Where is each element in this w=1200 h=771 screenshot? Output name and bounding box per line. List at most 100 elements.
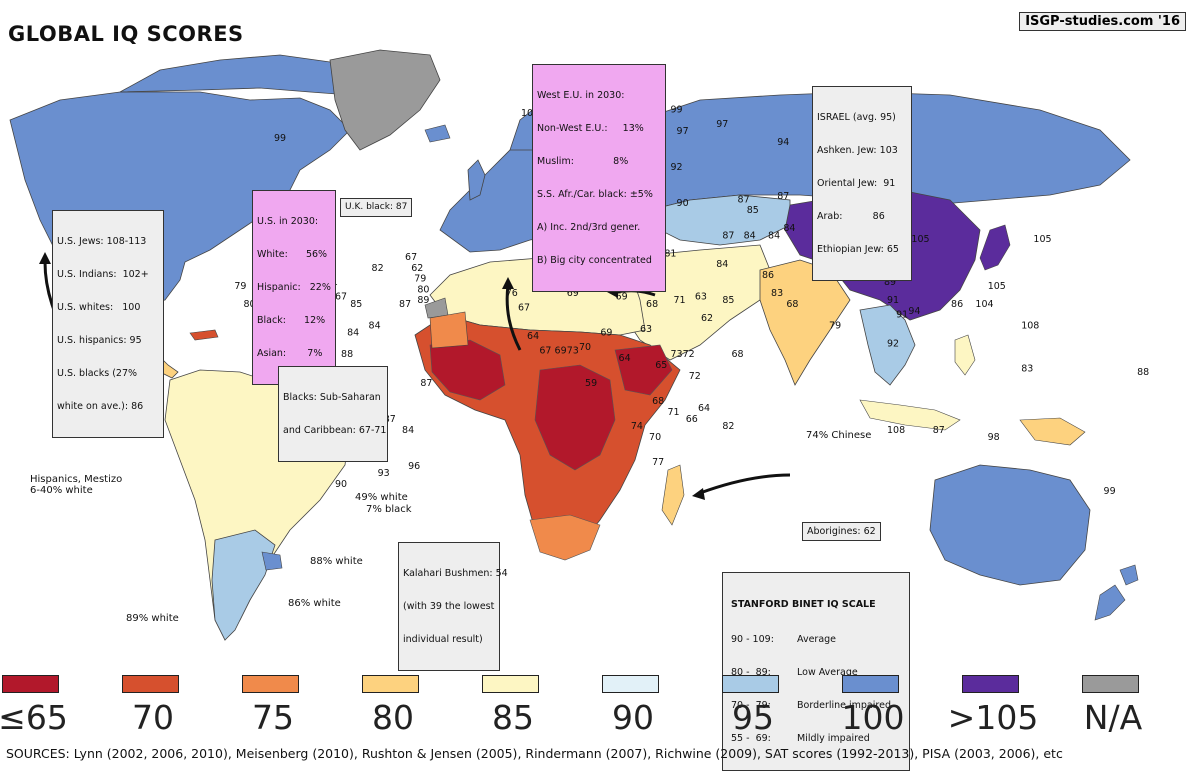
score-label: 73 bbox=[670, 349, 682, 360]
score-label: 69 bbox=[555, 346, 567, 357]
score-label: 101 bbox=[521, 108, 539, 119]
score-label: 71 bbox=[667, 407, 679, 418]
stanford-row: 90 - 109: Average bbox=[731, 634, 901, 645]
uk-black-box: U.K. black: 87 bbox=[340, 198, 413, 217]
legend-swatch bbox=[362, 675, 419, 693]
westeu-line: Non-West E.U.: 13% bbox=[537, 123, 644, 134]
legend-label: 70 bbox=[132, 698, 174, 737]
legend-label: 100 bbox=[841, 698, 905, 737]
arrowhead-madagascar bbox=[692, 488, 705, 500]
region-west-africa bbox=[429, 339, 506, 401]
region-australia bbox=[929, 464, 1091, 586]
legend-label: N/A bbox=[1083, 698, 1143, 737]
us-groups-box: U.S. Jews: 108-113 U.S. Indians: 102+ U.… bbox=[52, 210, 164, 438]
legend-swatch bbox=[2, 675, 59, 693]
us-2030-box: U.S. in 2030: White: 56% Hispanic: 22% B… bbox=[252, 190, 336, 385]
legend-swatch bbox=[242, 675, 299, 693]
score-label: 67 bbox=[518, 302, 530, 313]
region-horn-africa bbox=[614, 344, 673, 396]
region-indonesia bbox=[859, 399, 961, 431]
score-label: 96 bbox=[408, 461, 420, 472]
us2030-line: White: 56% bbox=[257, 249, 328, 260]
us-groups-line: U.S. Indians: 102+ bbox=[57, 269, 149, 280]
score-label: 89 bbox=[884, 277, 896, 288]
legend-swatch bbox=[602, 675, 659, 693]
us-groups-line: white on ave.): 86 bbox=[57, 401, 144, 412]
us2030-line: Hispanic: 22% bbox=[257, 282, 331, 293]
westeu-line: B) Big city concentrated bbox=[537, 255, 652, 266]
us-groups-line: U.S. hispanics: 95 bbox=[57, 335, 142, 346]
score-label: 79 bbox=[829, 320, 841, 331]
score-label: 64 bbox=[619, 353, 631, 364]
stanford-label: Mildly impaired bbox=[797, 733, 870, 744]
arrowhead-africa bbox=[502, 277, 514, 289]
score-label: 94 bbox=[777, 137, 789, 148]
score-label: 87 bbox=[384, 414, 396, 425]
score-label: 99 bbox=[670, 104, 682, 115]
stanford-row: 70 - 79: Borderline impaired bbox=[731, 700, 901, 711]
score-label: 81 bbox=[664, 248, 676, 259]
annotation-chinese-74: 74% Chinese bbox=[806, 430, 872, 441]
score-label: 69 bbox=[616, 292, 628, 303]
score-label: 72 bbox=[683, 349, 695, 360]
blacks-box: Blacks: Sub-Saharan and Caribbean: 67-71 bbox=[278, 366, 388, 462]
israel-line: Ashken. Jew: 103 bbox=[817, 145, 898, 156]
annotation-white-88: 88% white bbox=[310, 556, 363, 567]
stanford-row: 80 - 89: Low Average bbox=[731, 667, 901, 678]
legend-swatch bbox=[482, 675, 539, 693]
score-label: 91 bbox=[887, 295, 899, 306]
score-label: 108 bbox=[887, 425, 905, 436]
aborigines-box: Aborigines: 62 bbox=[802, 522, 881, 541]
us2030-line: U.S. in 2030: bbox=[257, 216, 319, 227]
region-uk bbox=[467, 159, 486, 201]
score-label: 80 bbox=[243, 299, 255, 310]
score-label: 89 bbox=[417, 295, 429, 306]
region-japan bbox=[979, 224, 1011, 271]
region-philippines bbox=[954, 334, 976, 376]
score-label: 80 bbox=[417, 284, 429, 295]
legend-swatch bbox=[722, 675, 779, 693]
score-label: 99 bbox=[1104, 486, 1116, 497]
score-label: 108 bbox=[1021, 320, 1039, 331]
score-label: 82 bbox=[722, 421, 734, 432]
score-label: 84 bbox=[744, 230, 756, 241]
score-label: 77 bbox=[652, 457, 664, 468]
annotation-white-86: 86% white bbox=[288, 598, 341, 609]
stanford-label: Average bbox=[797, 634, 837, 645]
score-label: 59 bbox=[585, 378, 597, 389]
region-central-africa bbox=[534, 364, 616, 471]
score-label: 72 bbox=[689, 371, 701, 382]
annotation-black-7: 7% black bbox=[366, 504, 412, 515]
score-label: 70 bbox=[649, 432, 661, 443]
legend-label: 85 bbox=[492, 698, 534, 737]
score-label: 84 bbox=[347, 328, 359, 339]
score-label: 87 bbox=[777, 191, 789, 202]
score-label: 98 bbox=[988, 432, 1000, 443]
score-label: 86 bbox=[951, 299, 963, 310]
westeu-line: Muslim: 8% bbox=[537, 156, 629, 167]
israel-line: Arab: 86 bbox=[817, 211, 885, 222]
westeu-line: A) Inc. 2nd/3rd gener. bbox=[537, 222, 641, 233]
score-label: 84 bbox=[716, 259, 728, 270]
score-label: 79 bbox=[414, 274, 426, 285]
score-label: 82 bbox=[372, 263, 384, 274]
israel-box: ISRAEL (avg. 95) Ashken. Jew: 103 Orient… bbox=[812, 86, 912, 281]
score-label: 69 bbox=[567, 288, 579, 299]
score-label: 67 bbox=[539, 346, 551, 357]
stanford-label: Low Average bbox=[797, 667, 858, 678]
region-southern-africa bbox=[529, 514, 601, 561]
legend-label: 90 bbox=[612, 698, 654, 737]
stanford-range: 55 - 69: bbox=[731, 733, 771, 744]
score-label: 65 bbox=[655, 360, 667, 371]
stanford-range: 70 - 79: bbox=[731, 700, 771, 711]
score-label: 67 bbox=[405, 252, 417, 263]
region-madagascar bbox=[661, 464, 685, 526]
score-label: 73 bbox=[567, 346, 579, 357]
us-groups-line: U.S. whites: 100 bbox=[57, 302, 141, 313]
score-label: 63 bbox=[695, 292, 707, 303]
score-label: 87 bbox=[933, 425, 945, 436]
score-label: 87 bbox=[420, 378, 432, 389]
israel-line: Oriental Jew: 91 bbox=[817, 178, 896, 189]
score-label: 68 bbox=[652, 396, 664, 407]
